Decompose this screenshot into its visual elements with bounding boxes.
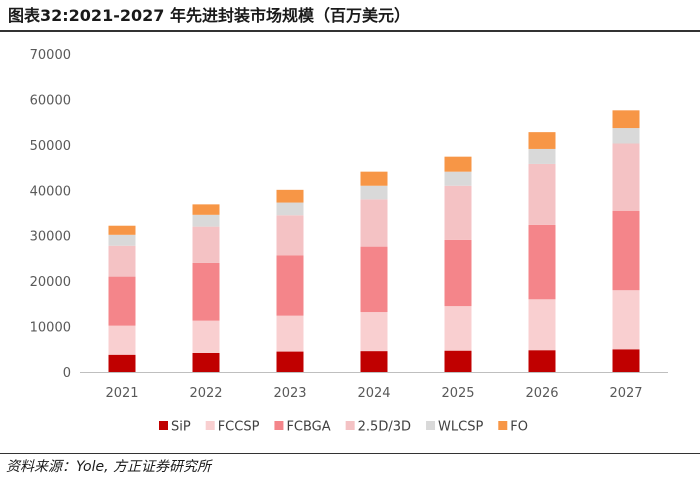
bar-segment-2-5d-3d-2022 — [192, 226, 220, 263]
figure-title: 图表32:2021-2027 年先进封装市场规模（百万美元） — [8, 6, 410, 25]
bar-segment-wlcsp-2022 — [192, 214, 220, 227]
bar-segment-wlcsp-2026 — [528, 148, 556, 164]
y-axis: 0 10000 20000 30000 40000 50000 60000 70000 — [30, 48, 71, 381]
bar-segment-fcbga-2024 — [360, 246, 388, 313]
bar-segment-fo-2024 — [360, 171, 388, 186]
bar-segment-fccsp-2022 — [192, 320, 220, 353]
legend-swatch-fcbga — [274, 421, 284, 430]
stacked-bar-chart: 0 10000 20000 30000 40000 50000 60000 70000 202… — [30, 48, 668, 435]
bar-segment-2-5d-3d-2023 — [276, 215, 304, 256]
x-tick-label: 2025 — [441, 386, 474, 401]
y-tick-label: 0 — [63, 366, 71, 381]
bar-segment-fccsp-2027 — [612, 290, 640, 350]
legend-label: 2.5D/3D — [358, 420, 411, 435]
y-tick-label: 40000 — [30, 184, 71, 199]
bar-segment-fo-2025 — [444, 156, 472, 172]
bar-segment-fo-2021 — [108, 225, 136, 235]
bar-segment-wlcsp-2023 — [276, 202, 304, 216]
bar-segment-2-5d-3d-2027 — [612, 143, 640, 211]
bar-segment-sip-2021 — [108, 354, 136, 372]
legend-swatch-fccsp — [205, 421, 215, 430]
bar-segment-fccsp-2025 — [444, 306, 472, 351]
source-note: 资料来源：Yole, 方正证券研究所 — [6, 459, 211, 475]
title-divider — [0, 30, 700, 32]
bar-segment-fccsp-2023 — [276, 315, 304, 352]
legend-label: FCBGA — [286, 420, 330, 435]
bar-segment-sip-2024 — [360, 351, 388, 372]
x-tick-label: 2026 — [525, 386, 558, 401]
x-tick-label: 2023 — [273, 386, 306, 401]
bar-segment-sip-2023 — [276, 351, 304, 372]
legend-swatch-wlcsp — [426, 421, 436, 430]
legend-label: FCCSP — [218, 420, 260, 435]
legend-swatch-2-5d-3d — [345, 421, 355, 430]
bar-segment-wlcsp-2024 — [360, 185, 388, 200]
x-axis: 2021 2022 2023 2024 2025 2026 2027 — [80, 372, 668, 401]
bar-segment-fccsp-2024 — [360, 312, 388, 352]
bar-segment-sip-2025 — [444, 350, 472, 372]
bar-segment-sip-2022 — [192, 352, 220, 372]
y-tick-label: 10000 — [30, 321, 71, 336]
bar-segment-2-5d-3d-2026 — [528, 163, 556, 225]
bar-segment-2-5d-3d-2021 — [108, 245, 136, 277]
bar-segment-wlcsp-2021 — [108, 234, 136, 246]
x-tick-label: 2024 — [357, 386, 390, 401]
y-tick-label: 20000 — [30, 275, 71, 290]
x-tick-label: 2021 — [105, 386, 138, 401]
legend: SiP FCCSP FCBGA 2.5D/3D WLCSP FO — [159, 420, 528, 435]
bar-segment-sip-2027 — [612, 349, 640, 372]
x-tick-label: 2022 — [189, 386, 222, 401]
bar-segment-fcbga-2023 — [276, 255, 304, 316]
bar-segment-wlcsp-2027 — [612, 128, 640, 144]
legend-label: FO — [510, 420, 528, 435]
y-tick-label: 70000 — [30, 48, 71, 63]
x-tick-label: 2027 — [609, 386, 642, 401]
bar-segment-fcbga-2021 — [108, 276, 136, 326]
bar-segment-fo-2027 — [612, 110, 640, 129]
bar-segment-fo-2023 — [276, 189, 304, 203]
bar-series-group — [108, 110, 640, 372]
bar-segment-fcbga-2026 — [528, 224, 556, 300]
bar-segment-fcbga-2027 — [612, 210, 640, 291]
bar-segment-sip-2026 — [528, 350, 556, 372]
source-divider — [0, 453, 700, 454]
bar-segment-fcbga-2022 — [192, 262, 220, 321]
legend-swatch-fo — [498, 421, 508, 430]
legend-swatch-sip — [159, 421, 168, 430]
legend-label: SiP — [171, 420, 191, 435]
bar-segment-fccsp-2026 — [528, 299, 556, 351]
bar-segment-fo-2026 — [528, 132, 556, 149]
bar-segment-fcbga-2025 — [444, 239, 472, 307]
bar-segment-fccsp-2021 — [108, 325, 136, 355]
y-tick-label: 50000 — [30, 139, 71, 154]
bar-segment-2-5d-3d-2025 — [444, 185, 472, 240]
legend-label: WLCSP — [438, 420, 483, 435]
bar-segment-fo-2022 — [192, 204, 220, 215]
bar-segment-wlcsp-2025 — [444, 171, 472, 186]
y-tick-label: 30000 — [30, 230, 71, 245]
bar-segment-2-5d-3d-2024 — [360, 199, 388, 247]
y-tick-label: 60000 — [30, 93, 71, 108]
